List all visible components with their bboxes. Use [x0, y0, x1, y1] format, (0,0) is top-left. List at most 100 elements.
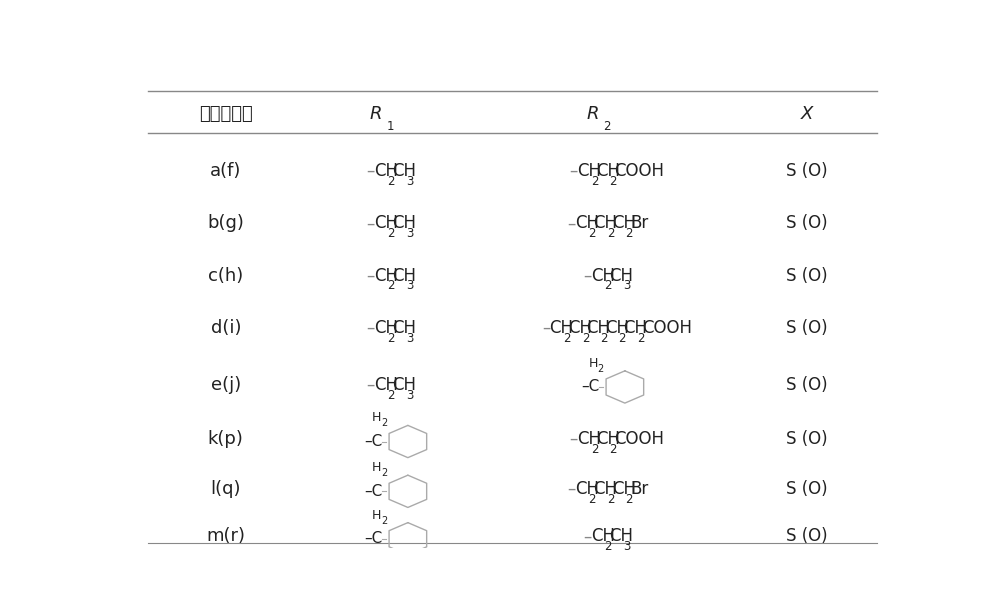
Text: 3: 3 — [406, 389, 413, 402]
Text: 目标化合物: 目标化合物 — [199, 105, 253, 123]
Text: S (O): S (O) — [786, 376, 828, 394]
Text: CH: CH — [591, 527, 615, 545]
Text: 3: 3 — [406, 280, 413, 293]
Text: S (O): S (O) — [786, 162, 828, 180]
Text: CH: CH — [612, 480, 636, 498]
Text: CH: CH — [605, 318, 629, 337]
Text: –: – — [567, 214, 576, 232]
Text: 2: 2 — [388, 227, 395, 240]
Text: –C: –C — [364, 531, 383, 546]
Text: 3: 3 — [623, 540, 630, 553]
Text: CH: CH — [374, 267, 398, 285]
Text: 2: 2 — [605, 540, 612, 553]
Text: d(i): d(i) — [210, 318, 241, 337]
Text: –: – — [567, 480, 576, 498]
Text: 3: 3 — [406, 331, 413, 344]
Text: CH: CH — [575, 214, 599, 232]
Text: CH: CH — [374, 214, 398, 232]
Text: CH: CH — [593, 480, 617, 498]
Text: –: – — [583, 267, 592, 285]
Text: 2: 2 — [381, 468, 387, 478]
Text: k(p): k(p) — [208, 430, 244, 448]
Text: CH: CH — [568, 318, 592, 337]
Text: 2: 2 — [625, 493, 633, 506]
Text: CH: CH — [623, 318, 647, 337]
Text: 2: 2 — [600, 331, 608, 344]
Text: CH: CH — [575, 480, 599, 498]
Text: e(j): e(j) — [211, 376, 241, 394]
Text: –: – — [570, 430, 578, 448]
Text: CH: CH — [609, 527, 633, 545]
Text: CH: CH — [392, 162, 416, 180]
Text: CH: CH — [374, 162, 398, 180]
Text: CH: CH — [392, 376, 416, 394]
Text: X: X — [801, 105, 813, 123]
Text: –C: –C — [364, 484, 383, 499]
Text: 2: 2 — [388, 331, 395, 344]
Text: CH: CH — [612, 214, 636, 232]
Text: CH: CH — [577, 162, 601, 180]
Text: 2: 2 — [381, 516, 387, 525]
Text: 2: 2 — [582, 331, 589, 344]
Text: 3: 3 — [406, 227, 413, 240]
Text: 2: 2 — [591, 175, 598, 188]
Text: a(f): a(f) — [210, 162, 241, 180]
Text: COOH: COOH — [614, 162, 664, 180]
Text: S (O): S (O) — [786, 430, 828, 448]
Text: –: – — [570, 162, 578, 180]
Text: 2: 2 — [589, 227, 596, 240]
Text: H: H — [588, 357, 598, 370]
Text: S (O): S (O) — [786, 214, 828, 232]
Text: 2: 2 — [589, 493, 596, 506]
Text: –: – — [366, 214, 375, 232]
Text: 2: 2 — [563, 331, 571, 344]
Text: 2: 2 — [637, 331, 645, 344]
Text: m(r): m(r) — [206, 527, 245, 545]
Text: CH: CH — [374, 318, 398, 337]
Text: –: – — [583, 527, 592, 545]
Text: l(q): l(q) — [210, 480, 241, 498]
Text: CH: CH — [577, 430, 601, 448]
Text: 2: 2 — [625, 227, 633, 240]
Text: 2: 2 — [605, 280, 612, 293]
Text: –: – — [366, 162, 375, 180]
Text: 2: 2 — [381, 418, 387, 429]
Text: 2: 2 — [388, 175, 395, 188]
Text: Br: Br — [630, 480, 648, 498]
Text: CH: CH — [374, 376, 398, 394]
Text: 3: 3 — [406, 175, 413, 188]
Text: CH: CH — [550, 318, 574, 337]
Text: 3: 3 — [623, 280, 630, 293]
Text: –: – — [542, 318, 550, 337]
Text: 2: 2 — [609, 175, 617, 188]
Text: –C: –C — [364, 434, 383, 449]
Text: c(h): c(h) — [208, 267, 243, 285]
Text: H: H — [371, 411, 381, 424]
Text: R: R — [587, 105, 599, 123]
Text: COOH: COOH — [614, 430, 664, 448]
Text: –C: –C — [581, 379, 600, 394]
Text: 2: 2 — [607, 493, 614, 506]
Text: Br: Br — [630, 214, 648, 232]
Text: 2: 2 — [603, 120, 611, 132]
Text: R: R — [370, 105, 382, 123]
Text: 2: 2 — [607, 227, 614, 240]
Text: CH: CH — [392, 214, 416, 232]
Text: –: – — [366, 267, 375, 285]
Text: CH: CH — [596, 430, 620, 448]
Text: 2: 2 — [388, 389, 395, 402]
Text: S (O): S (O) — [786, 267, 828, 285]
Text: CH: CH — [596, 162, 620, 180]
Text: 2: 2 — [619, 331, 626, 344]
Text: CH: CH — [609, 267, 633, 285]
Text: 2: 2 — [591, 443, 598, 456]
Text: S (O): S (O) — [786, 480, 828, 498]
Text: CH: CH — [591, 267, 615, 285]
Text: S (O): S (O) — [786, 527, 828, 545]
Text: H: H — [371, 461, 381, 474]
Text: –: – — [366, 318, 375, 337]
Text: b(g): b(g) — [207, 214, 244, 232]
Text: 2: 2 — [609, 443, 617, 456]
Text: 1: 1 — [386, 120, 394, 132]
Text: CH: CH — [587, 318, 611, 337]
